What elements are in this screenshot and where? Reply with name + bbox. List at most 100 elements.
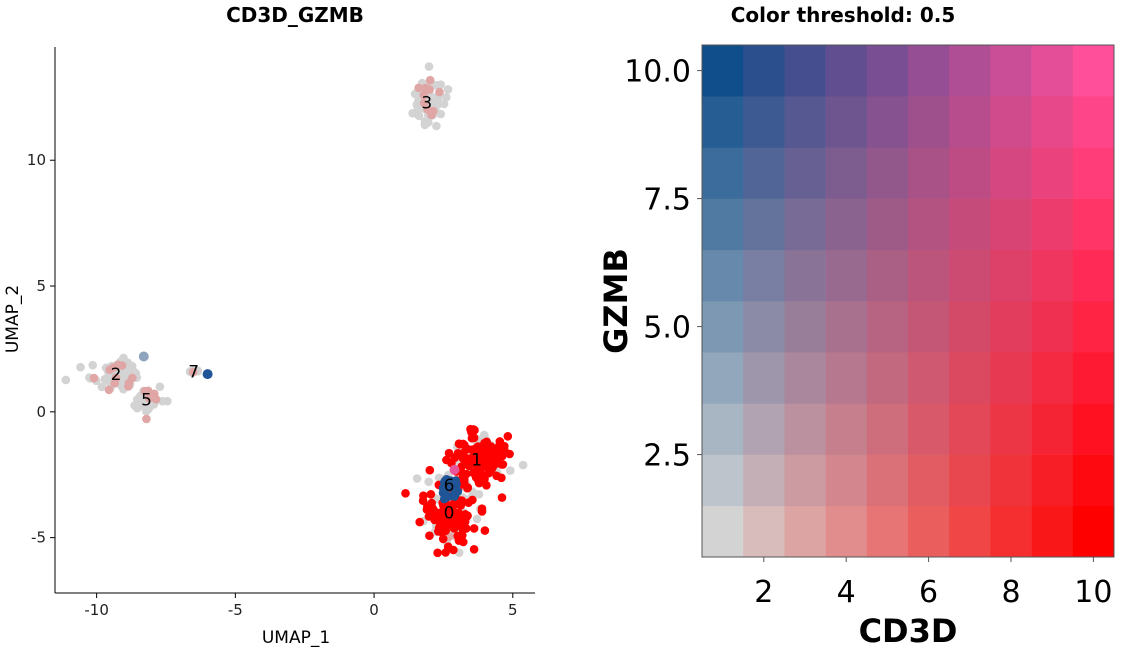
umap-cell-point [482, 462, 492, 472]
umap-cell-point [76, 362, 85, 372]
heatmap-cell [784, 352, 826, 404]
heatmap-cell [949, 505, 991, 558]
umap-x-tick-label: -10 [84, 601, 109, 619]
heatmap-y-tick-label: 10.0 [624, 55, 691, 90]
umap-cell-point [435, 87, 444, 97]
umap-y-ticks: -5 0 5 10 [27, 151, 55, 547]
heatmap-cell [784, 96, 826, 148]
umap-cell-point [188, 367, 198, 377]
umap-cell-point [424, 477, 434, 487]
umap-cell-point [414, 83, 424, 93]
umap-cell-point [480, 438, 489, 448]
umap-cell-point [97, 382, 107, 392]
heatmap-cell [784, 505, 826, 558]
heatmap-cell [702, 403, 744, 455]
heatmap-cell [866, 505, 909, 558]
heatmap-cell [1072, 352, 1115, 404]
umap-cell-point [419, 491, 428, 501]
heatmap-y-ticks: 2.5 5.0 7.5 10.0 [624, 55, 702, 474]
heatmap-y-tick-label: 7.5 [643, 183, 691, 218]
heatmap-cell [784, 249, 826, 302]
heatmap-cell [990, 147, 1032, 199]
umap-cell-point [420, 117, 430, 126]
heatmap-cell [949, 147, 991, 199]
umap-x-ticks: -10 -5 0 5 [84, 593, 518, 619]
umap-cell-point [443, 492, 452, 502]
umap-cell-point [415, 517, 425, 527]
heatmap-cell [825, 96, 868, 148]
heatmap-cell [825, 505, 868, 558]
umap-cell-point [440, 504, 449, 514]
umap-cell-point [473, 460, 483, 470]
heatmap-cell [784, 45, 826, 97]
umap-cell-point [442, 93, 451, 102]
heatmap-cell [949, 301, 991, 353]
heatmap-cell [1031, 505, 1074, 558]
heatmap-x-tick-label: 2 [754, 575, 773, 610]
umap-cell-point [202, 369, 213, 380]
heatmap-cell [949, 96, 991, 148]
umap-cell-point [489, 446, 498, 456]
heatmap-cell [1072, 45, 1115, 97]
heatmap-cell [908, 249, 950, 302]
umap-cell-point [434, 523, 444, 533]
umap-cell-point [408, 108, 417, 118]
umap-cell-point [461, 444, 471, 453]
umap-cell-point [454, 536, 464, 545]
heatmap-cell [1072, 96, 1115, 148]
heatmap-cell [743, 301, 785, 353]
umap-cell-point [462, 524, 471, 533]
heatmap-cell [1072, 198, 1115, 251]
umap-cell-point [482, 449, 491, 458]
heatmap-cell [908, 403, 950, 455]
heatmap-cell [1072, 301, 1115, 353]
umap-cell-point [142, 414, 151, 424]
umap-cell-point [130, 401, 139, 410]
heatmap-cell [702, 301, 744, 353]
heatmap-y-tick-label: 2.5 [643, 439, 691, 474]
umap-cell-point [424, 62, 434, 71]
heatmap-cell [908, 505, 950, 558]
umap-cell-point [444, 448, 454, 458]
heatmap-cell [702, 96, 744, 148]
umap-cell-point [503, 432, 513, 441]
umap-cell-point [492, 471, 501, 481]
heatmap-cell [866, 198, 909, 251]
heatmap-cell [825, 352, 868, 404]
umap-cell-point [155, 382, 165, 392]
umap-cell-point [113, 360, 123, 370]
heatmap-cell [866, 45, 909, 97]
umap-cell-point [436, 80, 446, 89]
heatmap-cell [825, 454, 868, 507]
umap-cell-point [143, 386, 153, 396]
heatmap-cell [990, 198, 1032, 251]
heatmap-cell [702, 505, 744, 558]
heatmap-cell [1031, 454, 1074, 507]
heatmap-y-tick-label: 5.0 [643, 311, 691, 346]
heatmap-cell [784, 454, 826, 507]
umap-cell-point [469, 524, 479, 533]
heatmap-cell [866, 403, 909, 455]
heatmap-cell [908, 352, 950, 404]
heatmap-cell [784, 198, 826, 251]
heatmap-cell [949, 454, 991, 507]
heatmap-cell [825, 198, 868, 251]
umap-cell-point [471, 444, 480, 454]
umap-cell-point [61, 375, 71, 385]
umap-y-tick-label: 5 [36, 277, 46, 295]
umap-cell-point [426, 490, 436, 499]
umap-x-tick-label: 0 [369, 601, 379, 619]
umap-cell-point [443, 85, 453, 94]
heatmap-cell [743, 147, 785, 199]
umap-cell-point [462, 469, 471, 479]
heatmap-x-tick-label: 6 [919, 575, 938, 610]
umap-cell-point [438, 534, 448, 544]
umap-cell-point [425, 75, 435, 85]
heatmap-cell [743, 352, 785, 404]
umap-cell-point [425, 85, 434, 94]
heatmap-cell [784, 147, 826, 199]
umap-x-tick-label: 5 [508, 601, 518, 619]
umap-cell-point [466, 456, 476, 466]
heatmap-cell [908, 96, 950, 148]
